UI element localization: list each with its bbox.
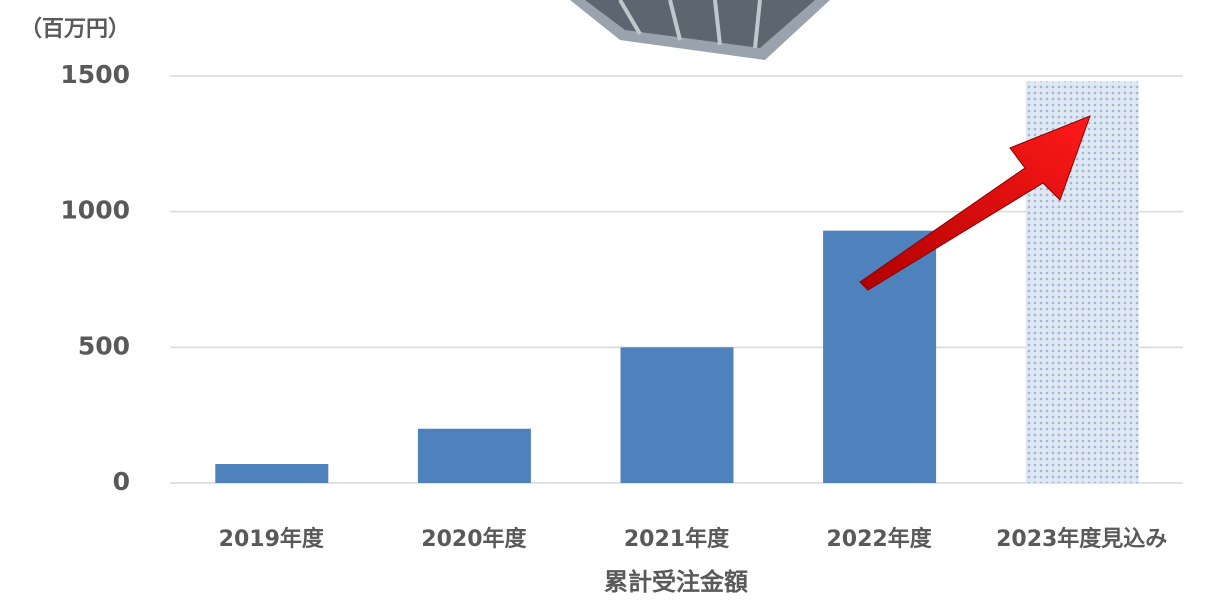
y-tick-label: 500 — [78, 331, 130, 360]
x-tick-label: 2021年度 — [624, 526, 730, 552]
x-axis-title: 累計受注金額 — [604, 568, 748, 596]
x-tick-label: 2019年度 — [219, 526, 325, 552]
bar — [215, 464, 329, 483]
x-tick-label: 2022年度 — [826, 526, 932, 552]
product-image — [570, 0, 830, 60]
x-tick-label: 2023年度見込み — [996, 526, 1167, 552]
x-tick-label: 2020年度 — [421, 526, 527, 552]
bar — [620, 347, 734, 483]
y-tick-label: 1500 — [60, 60, 130, 89]
y-tick-label: 0 — [113, 467, 130, 496]
trend-arrow — [859, 115, 1091, 291]
y-tick-label: 1000 — [60, 196, 130, 225]
y-unit-label: （百万円） — [20, 17, 130, 42]
bar — [417, 428, 531, 483]
